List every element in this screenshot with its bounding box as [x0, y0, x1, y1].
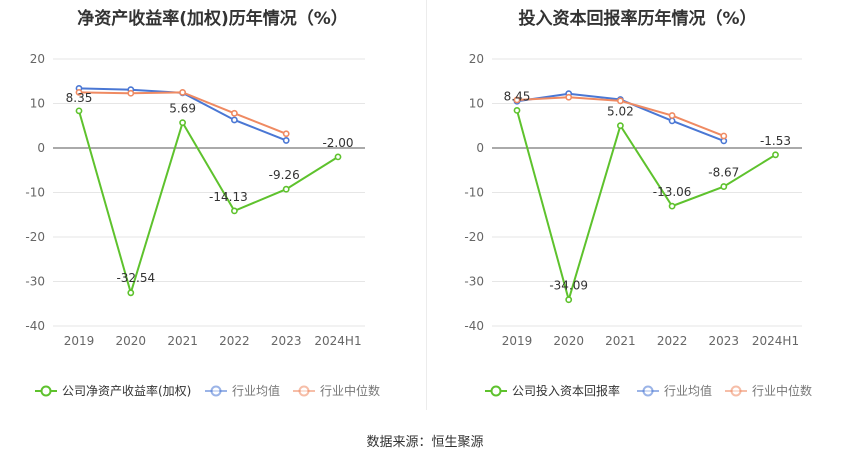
y-tick-label: 20	[30, 52, 45, 66]
legend-marker-icon	[298, 385, 310, 397]
data-point	[513, 96, 521, 104]
legend-marker-icon	[642, 385, 654, 397]
y-tick-label: 0	[37, 141, 45, 155]
data-label: 8.35	[66, 91, 93, 105]
y-tick-label: 0	[476, 141, 484, 155]
data-label: -14.13	[209, 190, 248, 204]
series-line	[516, 110, 777, 304]
data-point	[668, 202, 676, 210]
y-tick-label: 10	[30, 97, 45, 111]
x-tick-label: 2020	[116, 334, 147, 348]
x-tick-label: 2024H1	[752, 334, 799, 348]
x-tick-label: 2021	[605, 334, 636, 348]
data-point	[75, 107, 83, 115]
y-tick-label: -30	[464, 275, 484, 289]
x-tick-label: 2020	[553, 334, 584, 348]
y-tick-label: -10	[25, 186, 45, 200]
x-tick-label: 2019	[502, 334, 533, 348]
data-point	[668, 117, 676, 125]
x-tick-label: 2022	[219, 334, 250, 348]
legend-label: 行业均值	[664, 383, 712, 398]
data-label: -2.00	[322, 136, 353, 150]
data-point	[230, 116, 238, 124]
data-point	[230, 207, 238, 215]
legend-label: 行业中位数	[752, 383, 812, 398]
x-tick-label: 2019	[64, 334, 95, 348]
y-tick-label: -10	[464, 186, 484, 200]
legend-marker-icon	[210, 385, 222, 397]
data-point	[230, 109, 238, 117]
x-tick-label: 2023	[709, 334, 740, 348]
roic-line-chart: 20 10 0 -10 -20 -30 -40 2019 2020 2021 2022 2023 202…	[464, 52, 812, 398]
data-point	[720, 183, 728, 190]
data-label: 5.02	[607, 105, 634, 119]
y-tick-label: -40	[25, 319, 45, 333]
data-point	[179, 88, 186, 96]
y-tick-label: -20	[25, 230, 45, 244]
data-point	[282, 137, 290, 144]
data-point	[334, 153, 342, 161]
data-label: -9.26	[269, 168, 300, 182]
data-point	[616, 122, 624, 130]
y-tick-label: -20	[464, 230, 484, 244]
data-point	[127, 289, 135, 297]
chart-title: 投入资本回报率历年情况（%）	[518, 9, 757, 29]
data-label: -34.09	[549, 279, 588, 293]
data-point	[668, 112, 676, 119]
legend-marker-icon	[490, 385, 502, 397]
data-point	[179, 119, 186, 127]
series-line	[78, 110, 339, 297]
roe-chart-panel: 净资产收益率(加权)历年情况（%） 20 10 0 -10 -20 -30 -40 2019 2…	[0, 0, 425, 410]
x-tick-label: 2023	[271, 334, 302, 348]
data-label: -32.54	[116, 271, 155, 285]
chart-title: 净资产收益率(加权)历年情况（%）	[77, 9, 348, 29]
legend-marker-icon	[730, 385, 742, 397]
roe-line-chart: 20 10 0 -10 -20 -30 -40 2019 2020 2021 2022 2023 202…	[25, 52, 380, 398]
roic-chart-panel: 投入资本回报率历年情况（%） 20 10 0 -10 -20 -30 -40 2019 2020…	[425, 0, 850, 410]
y-tick-label: 20	[469, 52, 484, 66]
data-point	[75, 88, 83, 96]
data-point	[772, 151, 779, 159]
x-tick-label: 2024H1	[314, 334, 361, 348]
data-point	[720, 132, 728, 140]
data-label: 8.45	[504, 89, 531, 103]
legend-marker-icon	[40, 385, 52, 397]
data-label: -8.67	[708, 166, 739, 180]
legend-label: 行业中位数	[320, 383, 380, 398]
y-tick-label: -40	[464, 319, 484, 333]
data-point	[513, 106, 521, 114]
data-point	[282, 185, 290, 193]
x-tick-label: 2022	[657, 334, 688, 348]
legend-label: 公司净资产收益率(加权)	[62, 383, 191, 398]
data-source-note: 数据来源：恒生聚源	[366, 435, 484, 450]
data-point	[565, 93, 573, 101]
data-label: -13.06	[653, 185, 692, 199]
legend-label: 公司投入资本回报率	[512, 383, 620, 398]
x-tick-label: 2021	[167, 334, 198, 348]
data-point	[616, 97, 624, 105]
y-tick-label: 10	[469, 97, 484, 111]
y-tick-label: -30	[25, 275, 45, 289]
data-label: 5.69	[169, 102, 196, 116]
data-label: -1.53	[760, 134, 791, 148]
legend-label: 行业均值	[232, 383, 280, 398]
data-point	[127, 89, 135, 97]
data-point	[565, 296, 573, 304]
data-point	[282, 130, 290, 138]
panel-divider	[426, 0, 427, 410]
